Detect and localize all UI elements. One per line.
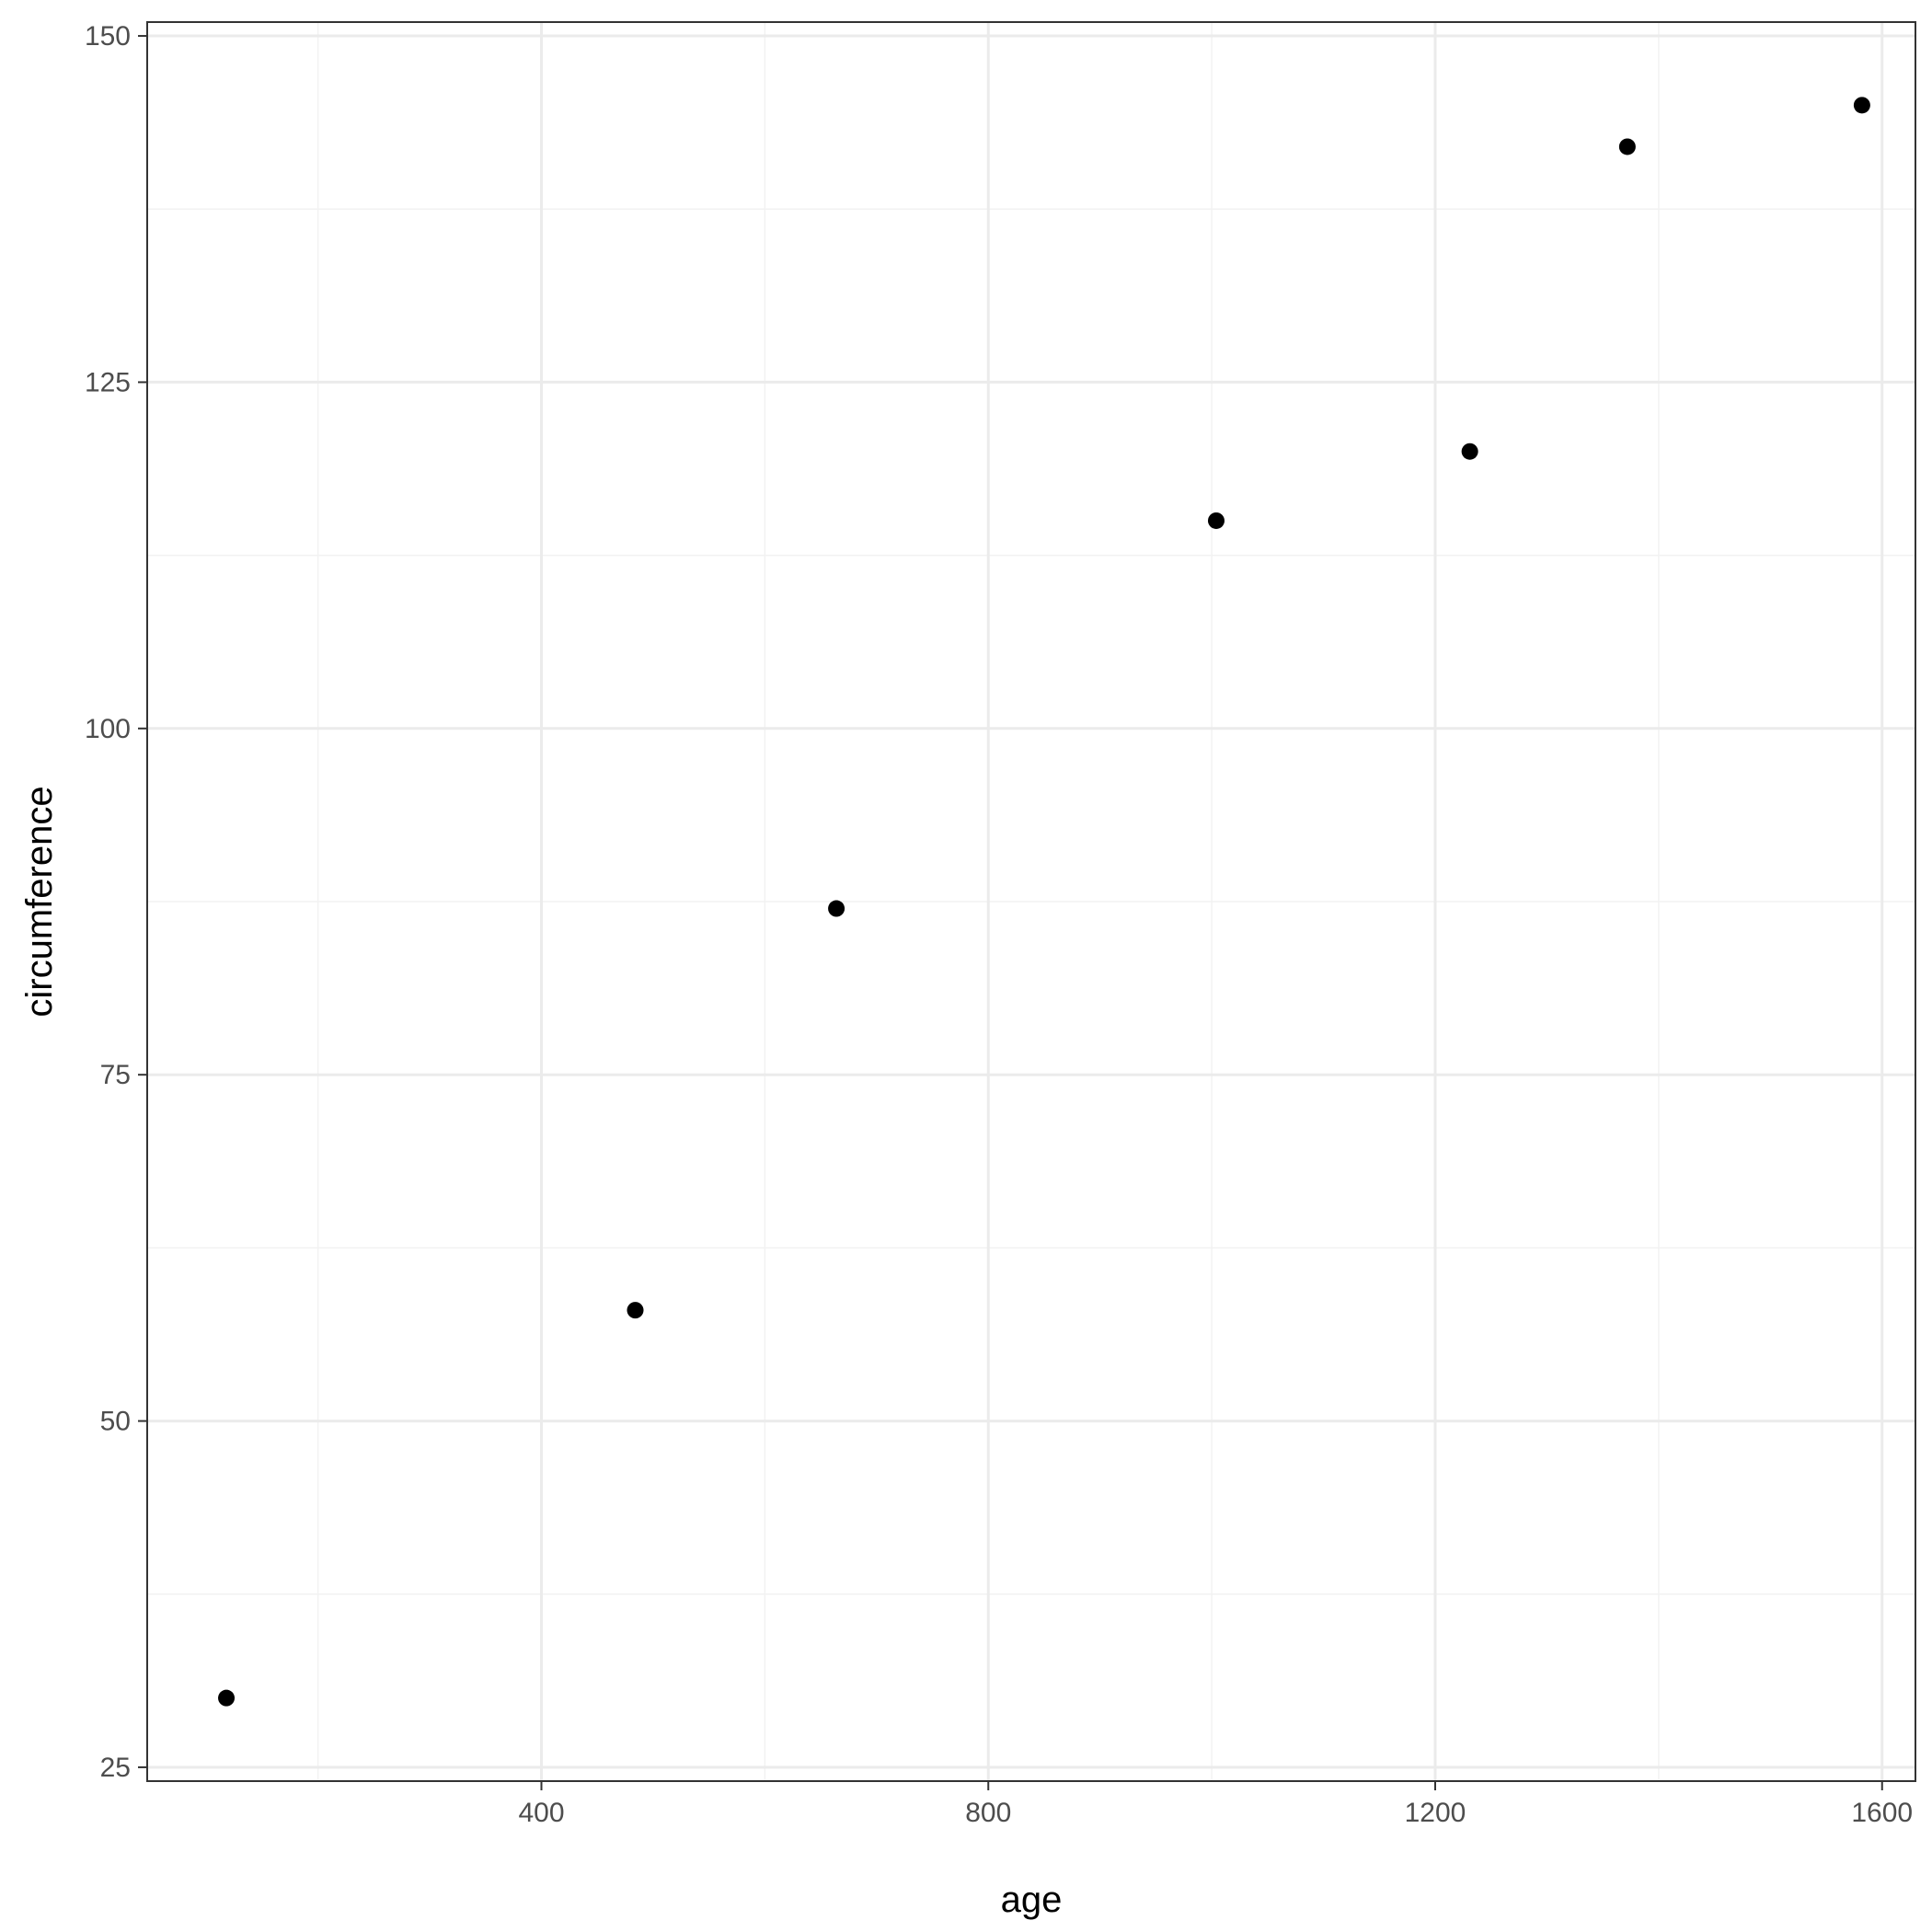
data-point xyxy=(627,1302,644,1319)
x-axis-title: age xyxy=(1001,1880,1063,1920)
panel-border xyxy=(146,21,1916,1782)
grid-minor xyxy=(147,22,1915,1781)
data-point xyxy=(1853,97,1870,114)
y-tick-label: 25 xyxy=(100,1753,131,1783)
data-point xyxy=(1461,443,1478,460)
data-point xyxy=(218,1689,236,1707)
y-tick-label: 150 xyxy=(85,21,131,52)
grid-major xyxy=(147,22,1915,1781)
y-tick-label: 100 xyxy=(85,714,131,744)
y-tick-label: 50 xyxy=(100,1407,131,1437)
x-tick-label: 1200 xyxy=(1405,1798,1466,1828)
x-tick-label: 800 xyxy=(965,1798,1011,1828)
y-tick-label: 75 xyxy=(100,1060,131,1090)
x-tick-label: 400 xyxy=(518,1798,564,1828)
data-point xyxy=(1618,138,1636,155)
data-points xyxy=(218,97,1870,1707)
x-tick-label: 1600 xyxy=(1851,1798,1913,1828)
data-point xyxy=(828,900,845,917)
y-tick-label: 125 xyxy=(85,367,131,397)
data-point xyxy=(1207,512,1225,529)
x-axis-ticks: 400 800 1200 1600 xyxy=(518,1781,1913,1828)
y-axis-title: circumference xyxy=(19,786,60,1017)
y-axis-ticks: 25 50 75 100 125 150 xyxy=(85,21,147,1783)
